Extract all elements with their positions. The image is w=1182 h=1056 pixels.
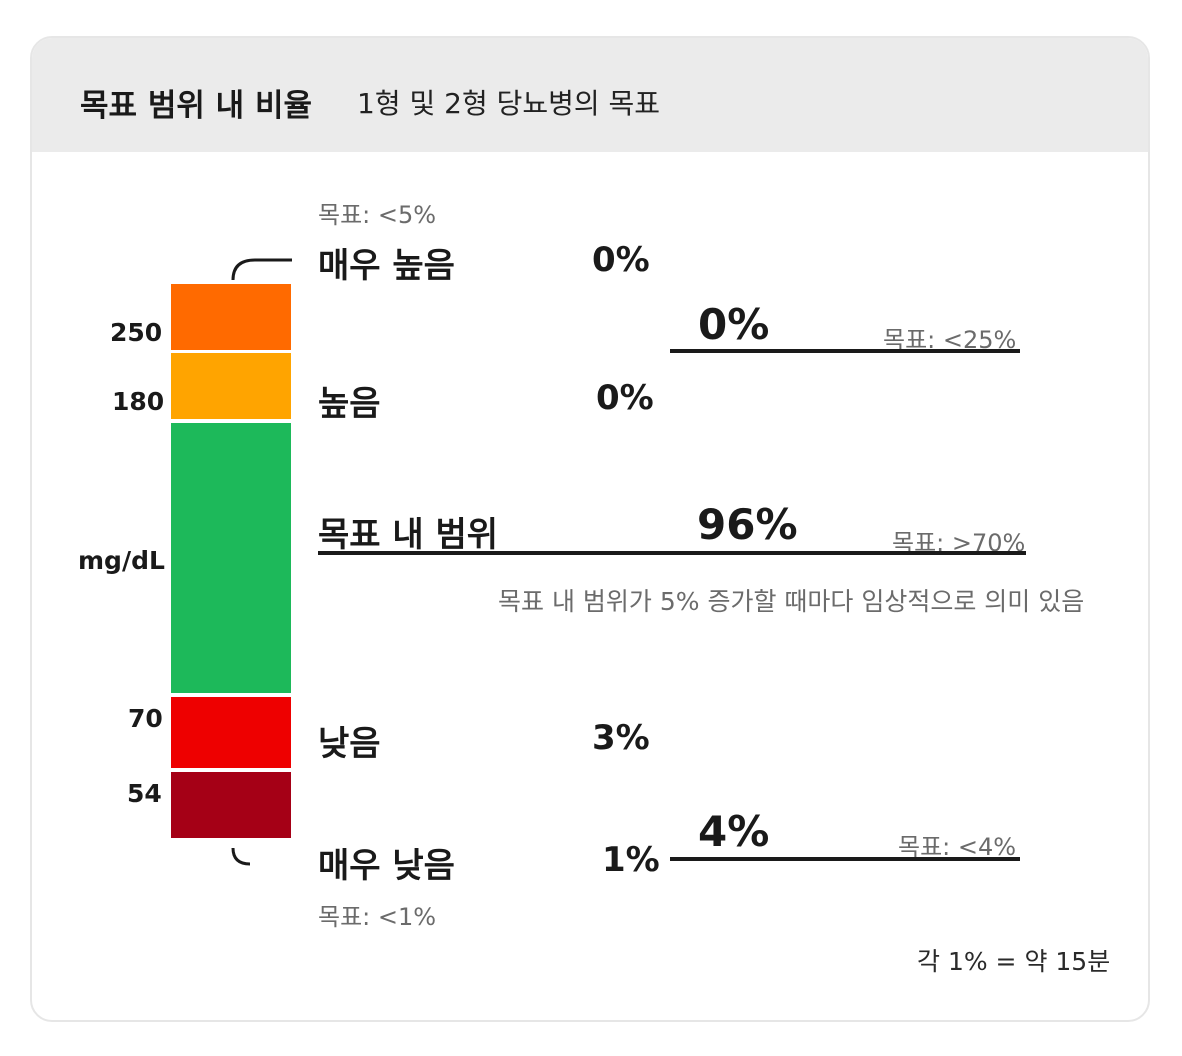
bar-segment-low [171, 697, 291, 768]
value-label-very-high: 0% [592, 240, 650, 280]
threshold-label-54: 54 [127, 779, 162, 808]
value-label-high: 0% [596, 378, 654, 418]
combined-high-rule [670, 349, 1020, 353]
bar-segment-very-low [171, 772, 291, 838]
threshold-label-180: 180 [112, 387, 165, 416]
category-label-high: 높음 [318, 384, 381, 424]
goal-very-low: 목표: <1% [318, 903, 437, 931]
value-label-very-low: 1% [602, 840, 660, 880]
in-range-rule [318, 551, 1026, 555]
threshold-label-250: 250 [110, 318, 163, 347]
category-label-in-range: 목표 내 범위 [318, 515, 499, 555]
combined-high-percent: 0% [698, 300, 770, 349]
scale-note: 각 1% = 약 15분 [917, 947, 1111, 976]
card-header: 목표 범위 내 비율 1형 및 2형 당뇨병의 목표 [32, 38, 1148, 152]
tir-clinical-note: 목표 내 범위가 5% 증가할 때마다 임상적으로 의미 있음 [498, 587, 1085, 616]
combined-low-rule [670, 857, 1020, 861]
bar-segment-in-range [171, 423, 291, 693]
goal-low-combined: 목표: <4% [898, 833, 1017, 861]
category-label-very-high: 매우 높음 [318, 246, 455, 286]
goal-very-high: 목표: <5% [318, 201, 437, 229]
category-label-low: 낮음 [318, 724, 381, 764]
value-label-low: 3% [592, 718, 650, 758]
value-label-in-range: 96% [697, 500, 798, 549]
bar-segment-very-high [171, 284, 291, 350]
card-subtitle: 1형 및 2형 당뇨병의 목표 [357, 87, 661, 120]
connector-very-high [231, 258, 292, 281]
threshold-label-70: 70 [128, 704, 163, 733]
connector-very-low [231, 847, 251, 866]
category-label-very-low: 매우 낮음 [318, 846, 455, 886]
card-title: 목표 범위 내 비율 [80, 88, 313, 124]
combined-low-percent: 4% [698, 807, 770, 856]
bar-segment-high [171, 353, 291, 419]
unit-label: mg/dL [78, 546, 165, 575]
